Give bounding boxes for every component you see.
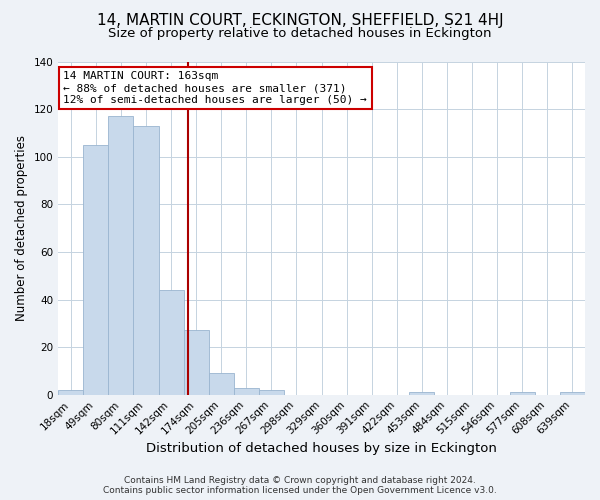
Bar bbox=[234, 388, 259, 394]
Bar bbox=[409, 392, 434, 394]
Text: 14 MARTIN COURT: 163sqm
← 88% of detached houses are smaller (371)
12% of semi-d: 14 MARTIN COURT: 163sqm ← 88% of detache… bbox=[64, 72, 367, 104]
Bar bbox=[259, 390, 284, 394]
Bar bbox=[109, 116, 133, 394]
Y-axis label: Number of detached properties: Number of detached properties bbox=[15, 135, 28, 321]
Bar bbox=[209, 374, 234, 394]
Bar bbox=[158, 290, 184, 395]
Bar bbox=[560, 392, 585, 394]
Text: 14, MARTIN COURT, ECKINGTON, SHEFFIELD, S21 4HJ: 14, MARTIN COURT, ECKINGTON, SHEFFIELD, … bbox=[97, 12, 503, 28]
Bar bbox=[133, 126, 158, 394]
Bar bbox=[184, 330, 209, 394]
Bar bbox=[83, 145, 109, 394]
Text: Contains HM Land Registry data © Crown copyright and database right 2024.
Contai: Contains HM Land Registry data © Crown c… bbox=[103, 476, 497, 495]
Bar bbox=[58, 390, 83, 394]
X-axis label: Distribution of detached houses by size in Eckington: Distribution of detached houses by size … bbox=[146, 442, 497, 455]
Bar bbox=[510, 392, 535, 394]
Text: Size of property relative to detached houses in Eckington: Size of property relative to detached ho… bbox=[108, 28, 492, 40]
